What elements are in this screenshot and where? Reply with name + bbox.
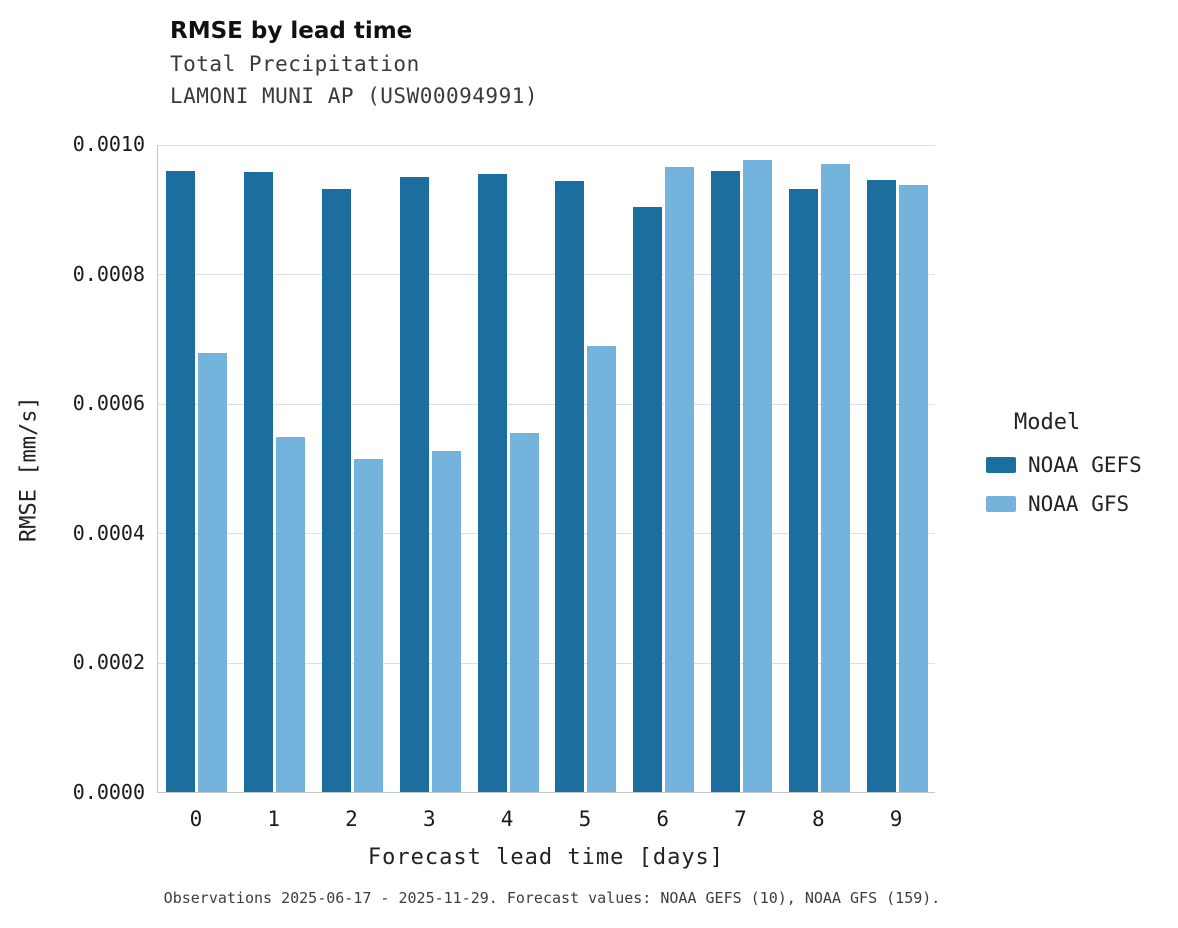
y-tick-label: 0.0010 bbox=[72, 132, 145, 156]
bar-noaa-gefs-day-2 bbox=[322, 189, 351, 792]
x-tick-label: 2 bbox=[345, 807, 358, 831]
y-tick-label: 0.0006 bbox=[72, 391, 145, 416]
bar-noaa-gfs-day-0 bbox=[198, 353, 228, 792]
legend-swatch-icon bbox=[986, 496, 1016, 512]
bar-noaa-gfs-day-2 bbox=[354, 458, 383, 792]
gridline bbox=[158, 533, 935, 535]
legend-title: Model bbox=[1014, 410, 1081, 435]
bar-noaa-gefs-day-7 bbox=[711, 171, 740, 792]
x-tick-label: 0 bbox=[189, 807, 203, 831]
bar-noaa-gfs-day-4 bbox=[509, 433, 539, 792]
gridline bbox=[158, 662, 935, 664]
chart-subtitle-variable: Total Precipitation bbox=[170, 52, 420, 76]
x-tick-label: 5 bbox=[578, 807, 592, 831]
x-axis-label: Forecast lead time [days] bbox=[367, 845, 725, 870]
bar-noaa-gefs-day-5 bbox=[555, 180, 585, 792]
x-tick-label: 1 bbox=[267, 807, 281, 831]
legend-item-noaa-gefs: NOAA GEFS bbox=[986, 453, 1142, 477]
legend: Model NOAA GEFS NOAA GFS bbox=[986, 410, 1142, 531]
y-tick-label: 0.0002 bbox=[72, 650, 145, 675]
bar-noaa-gfs-day-6 bbox=[665, 166, 695, 792]
x-tick-label: 3 bbox=[422, 807, 436, 831]
caption: Observations 2025-06-17 - 2025-11-29. Fo… bbox=[163, 889, 941, 907]
chart-title: RMSE by lead time bbox=[170, 18, 413, 44]
bar-noaa-gefs-day-9 bbox=[866, 180, 896, 792]
bar-noaa-gefs-day-3 bbox=[399, 177, 429, 792]
bar-noaa-gefs-day-0 bbox=[166, 171, 196, 792]
bar-noaa-gfs-day-5 bbox=[587, 346, 617, 792]
legend-item-noaa-gfs: NOAA GFS bbox=[986, 492, 1142, 516]
y-axis-label: RMSE [mm/s] bbox=[16, 396, 42, 542]
bar-noaa-gfs-day-8 bbox=[820, 164, 850, 792]
x-tick-label: 9 bbox=[889, 807, 903, 831]
legend-items: NOAA GEFS NOAA GFS bbox=[986, 453, 1142, 516]
bar-noaa-gfs-day-7 bbox=[743, 160, 772, 792]
bar-noaa-gfs-day-3 bbox=[431, 451, 461, 792]
x-tick-label: 7 bbox=[734, 807, 747, 831]
bar-noaa-gfs-day-9 bbox=[898, 184, 928, 792]
x-tick-label: 6 bbox=[656, 807, 670, 831]
bar-noaa-gefs-day-4 bbox=[477, 173, 507, 792]
chart-subtitle-station: LAMONI MUNI AP (USW00094991) bbox=[170, 84, 539, 108]
y-tick-label: 0.0000 bbox=[72, 780, 145, 804]
plot-area bbox=[157, 144, 935, 793]
bar-noaa-gefs-day-8 bbox=[788, 189, 818, 792]
legend-swatch-icon bbox=[986, 457, 1016, 473]
bar-noaa-gfs-day-1 bbox=[276, 436, 306, 792]
x-tick-label: 4 bbox=[500, 807, 514, 831]
bar-noaa-gefs-day-1 bbox=[244, 171, 274, 792]
legend-label: NOAA GEFS bbox=[1028, 453, 1142, 477]
gridline bbox=[158, 144, 935, 146]
x-tick-label: 8 bbox=[811, 807, 825, 831]
y-tick-label: 0.0004 bbox=[72, 520, 145, 545]
gridline bbox=[158, 403, 935, 405]
gridline bbox=[158, 274, 935, 276]
legend-label: NOAA GFS bbox=[1028, 492, 1130, 516]
bar-noaa-gefs-day-6 bbox=[633, 206, 663, 792]
y-tick-label: 0.0008 bbox=[72, 261, 145, 286]
